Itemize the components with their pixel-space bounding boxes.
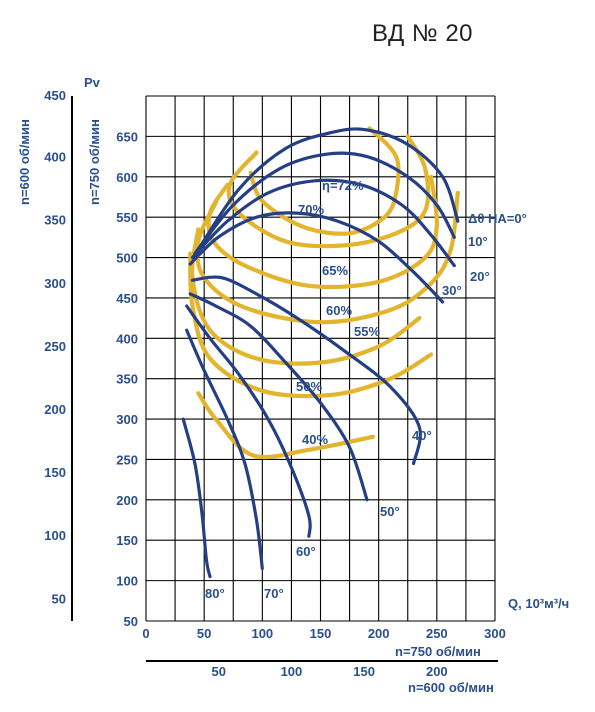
y-tick-750: 300 xyxy=(116,412,138,427)
y-tick-600: 350 xyxy=(44,213,66,228)
blade-angle-label: 10° xyxy=(468,234,488,249)
y-tick-750: 200 xyxy=(116,493,138,508)
x-tick-600: 150 xyxy=(353,664,375,679)
x-tick-750: 200 xyxy=(368,626,390,641)
blade-angle-label: 30° xyxy=(442,283,462,298)
y-tick-750: 500 xyxy=(116,251,138,266)
efficiency-curve-5 xyxy=(188,251,434,399)
curve-labels: Δθ НА=0° 10° 20° 30° 40° 50° 60° 70° 80° η=72% 70%… xyxy=(205,178,527,601)
efficiency-curve-1 xyxy=(226,134,431,249)
efficiency-label: 60% xyxy=(326,303,352,318)
y-tick-600: 200 xyxy=(44,402,66,417)
y-tick-750: 350 xyxy=(116,372,138,387)
blade-angle-curve-6 xyxy=(185,304,312,538)
blade-curves xyxy=(181,127,460,579)
blade-angle-label: Δθ НА=0° xyxy=(468,211,527,226)
y-tick-750: 50 xyxy=(124,614,138,629)
efficiency-curve-4 xyxy=(190,227,422,366)
chart-title: ВД № 20 xyxy=(372,20,474,47)
blade-angle-label: 60° xyxy=(296,544,316,559)
y-tick-600: 100 xyxy=(44,528,66,543)
tick-labels: 5010015020025030035040045050055060065050… xyxy=(44,88,506,679)
blade-angle-curve-4 xyxy=(190,275,422,466)
axes xyxy=(71,96,498,662)
blade-angle-curve-1 xyxy=(193,151,456,256)
x-tick-750: 0 xyxy=(142,626,149,641)
blade-angle-label: 70° xyxy=(264,586,284,601)
x-tick-750: 50 xyxy=(197,626,211,641)
y-tick-600: 250 xyxy=(44,339,66,354)
efficiency-label: η=72% xyxy=(322,178,364,193)
blade-angle-curve-8 xyxy=(181,417,212,579)
x-tick-750: 250 xyxy=(426,626,448,641)
efficiency-label: 50% xyxy=(296,379,322,394)
x-axis-label: Q, 10³м³/ч xyxy=(508,596,569,611)
y-tick-600: 300 xyxy=(44,276,66,291)
efficiency-label: 40% xyxy=(302,432,328,447)
x-tick-600: 100 xyxy=(281,664,303,679)
efficiency-label: 55% xyxy=(354,324,380,339)
blade-angle-curve-7 xyxy=(185,328,264,571)
x-tick-750: 300 xyxy=(484,626,506,641)
y-tick-750: 600 xyxy=(116,170,138,185)
blade-angle-curve-0 xyxy=(196,127,460,252)
y-tick-750: 550 xyxy=(116,210,138,225)
efficiency-curve-2 xyxy=(206,174,439,290)
x-tick-600: 50 xyxy=(211,664,225,679)
y-tick-750: 250 xyxy=(116,452,138,467)
x-tick-600: 200 xyxy=(426,664,448,679)
y-tick-600: 400 xyxy=(44,150,66,165)
pv-axis-label: Pv xyxy=(84,75,101,90)
efficiency-label: 70% xyxy=(298,202,324,217)
y-axis-label-600: n=600 об/мин xyxy=(17,119,32,205)
y-tick-750: 150 xyxy=(116,533,138,548)
efficiency-label: 65% xyxy=(322,263,348,278)
efficiency-curve-6 xyxy=(196,391,375,460)
x-tick-750: 100 xyxy=(251,626,273,641)
y-tick-750: 650 xyxy=(116,129,138,144)
y-axis-label-750: n=750 об/мин xyxy=(87,119,102,205)
efficiency-curves xyxy=(188,126,460,460)
blade-angle-label: 40° xyxy=(412,428,432,443)
y-tick-750: 450 xyxy=(116,291,138,306)
x-axis-label-750: n=750 об/мин xyxy=(395,644,481,659)
y-tick-750: 400 xyxy=(116,331,138,346)
y-tick-600: 150 xyxy=(44,465,66,480)
blade-angle-curve-3 xyxy=(188,211,445,304)
blade-angle-label: 80° xyxy=(205,586,225,601)
blade-angle-curve-2 xyxy=(190,178,456,268)
blade-angle-label: 20° xyxy=(470,269,490,284)
y-tick-600: 50 xyxy=(52,591,66,606)
efficiency-curve-0 xyxy=(248,126,401,236)
y-tick-750: 100 xyxy=(116,574,138,589)
x-tick-750: 150 xyxy=(310,626,332,641)
blade-angle-label: 50° xyxy=(380,504,400,519)
x-axis-label-600: n=600 об/мин xyxy=(408,680,494,695)
blade-angle-curve-5 xyxy=(188,292,369,502)
y-tick-600: 450 xyxy=(44,88,66,103)
